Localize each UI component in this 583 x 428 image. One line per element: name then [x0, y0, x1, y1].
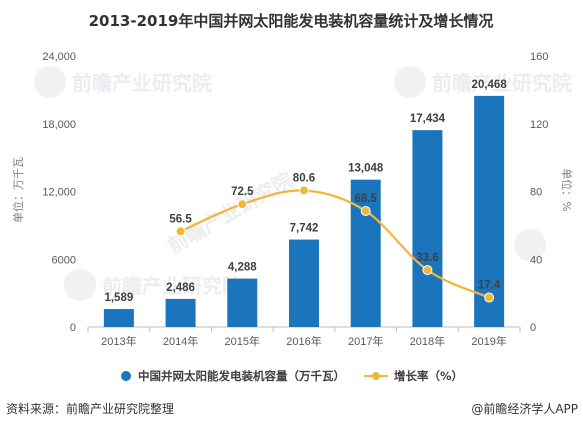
y-right-tick-label: 160 — [530, 51, 548, 63]
y-left-tick-label: 24,000 — [42, 51, 76, 63]
legend: 中国并网太阳能发电装机容量（万千瓦） 增长率（%） — [121, 369, 463, 383]
bar-value-label: 20,468 — [472, 79, 508, 91]
y-left-ticks: 0 6000 12,000 18,000 24,000 — [42, 51, 76, 334]
bar — [165, 298, 196, 327]
bar — [412, 130, 443, 327]
y-right-tick-label: 120 — [530, 119, 548, 131]
y-left-tick-label: 12,000 — [42, 187, 76, 199]
line-value-labels: 56.5 72.5 80.6 68.5 33.6 17.4 — [169, 172, 501, 291]
y-right-tick-label: 40 — [530, 254, 542, 266]
bar-series — [103, 95, 505, 327]
bar — [474, 95, 505, 327]
bar — [103, 309, 134, 327]
y-right-axis-label: 单位：% — [560, 168, 574, 211]
x-tick-label: 2013年 — [101, 334, 136, 348]
bar-value-labels: 1,589 2,486 4,288 7,742 13,048 17,434 20,468 — [104, 79, 507, 304]
line-point — [360, 205, 371, 216]
line-point — [299, 185, 309, 196]
legend-bar-marker — [121, 371, 131, 381]
y-left-tick-label: 18,000 — [42, 119, 76, 131]
growth-rate-line — [180, 189, 490, 299]
line-value-label: 56.5 — [169, 213, 192, 225]
brand-credit: @前瞻经济学人APP — [471, 401, 578, 416]
y-left-tick-label: 6000 — [52, 254, 76, 266]
bar — [289, 239, 319, 327]
line-point — [175, 226, 186, 237]
legend-line-label: 增长率（%） — [394, 369, 463, 383]
x-tick-label: 2014年 — [163, 334, 198, 348]
line-value-label: 33.6 — [416, 252, 438, 264]
x-tick-label: 2015年 — [225, 334, 260, 348]
line-value-label: 68.5 — [355, 193, 378, 205]
x-tick-label: 2016年 — [286, 334, 321, 348]
bar-value-label: 7,742 — [290, 223, 319, 235]
legend-bar-label: 中国并网太阳能发电装机容量（万千瓦） — [138, 369, 345, 383]
line-value-label: 17.4 — [478, 280, 501, 292]
chart-title: 2013-2019年中国并网太阳能发电装机容量统计及增长情况 — [89, 12, 494, 30]
y-right-ticks: 0 40 80 120 160 — [530, 51, 548, 334]
bar — [227, 278, 258, 327]
line-series — [175, 185, 495, 303]
svg-text:前瞻产业研究院: 前瞻产业研究院 — [102, 274, 242, 298]
line-value-label: 72.5 — [231, 186, 254, 198]
x-tick-label: 2018年 — [410, 334, 445, 348]
y-left-tick-label: 0 — [70, 322, 76, 334]
bar-value-label: 13,048 — [348, 163, 384, 175]
bar-value-label: 4,288 — [228, 262, 257, 274]
source-note: 资料来源：前瞻产业研究院整理 — [6, 401, 174, 416]
x-tick-label: 2019年 — [471, 334, 506, 348]
bar-value-label: 17,434 — [410, 113, 446, 125]
svg-text:前瞻产业研究院: 前瞻产业研究院 — [72, 71, 212, 95]
x-tick-label: 2017年 — [348, 334, 383, 348]
line-value-label: 80.6 — [293, 172, 315, 184]
x-ticks: 2013年 2014年 2015年 2016年 2017年 2018年 2019年 — [87, 327, 521, 348]
y-right-tick-label: 80 — [530, 187, 542, 199]
line-point — [422, 265, 433, 276]
bar-value-label: 1,589 — [104, 292, 133, 304]
y-left-axis-label: 单位：万千瓦 — [11, 157, 25, 223]
y-right-tick-label: 0 — [530, 322, 536, 334]
line-point — [237, 199, 248, 210]
svg-text:前瞻产业研究院: 前瞻产业研究院 — [432, 71, 572, 95]
legend-line-dot — [372, 372, 380, 380]
bar-value-label: 2,486 — [166, 282, 195, 294]
line-point — [484, 292, 495, 303]
